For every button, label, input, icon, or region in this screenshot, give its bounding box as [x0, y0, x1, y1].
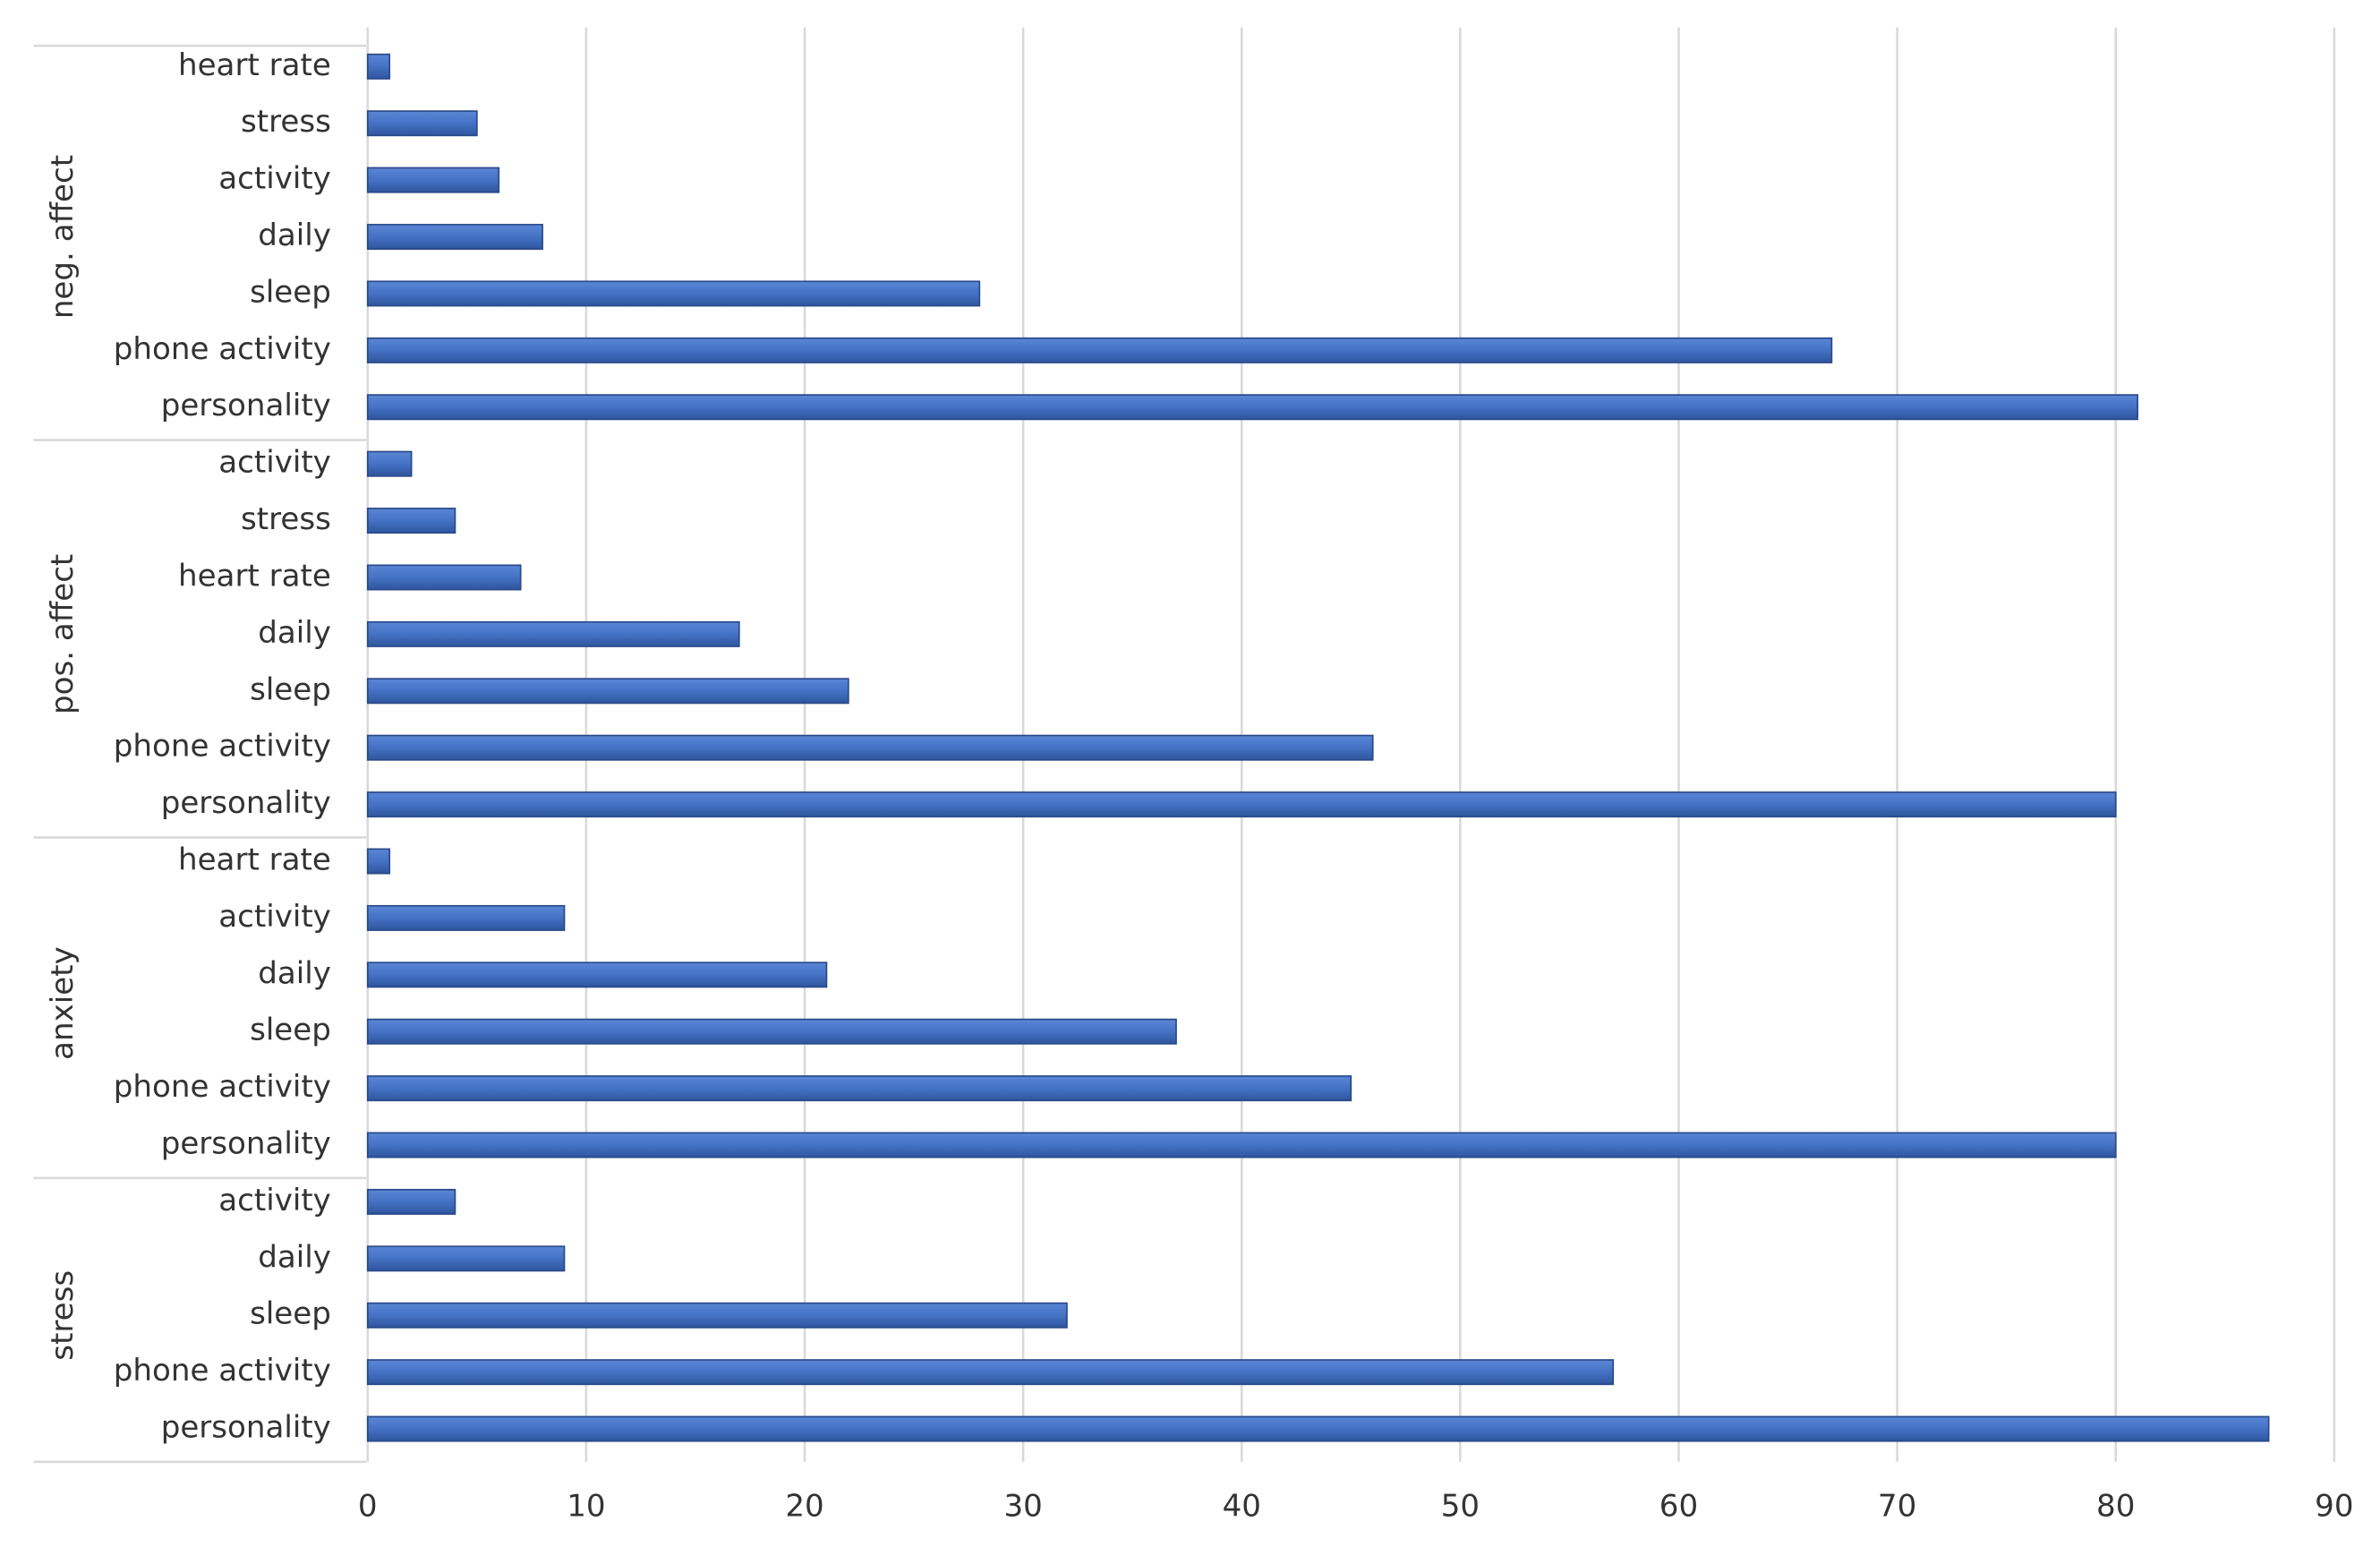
- bar: [366, 1302, 1068, 1329]
- category-label: stress: [241, 104, 331, 140]
- category-label: activity: [218, 161, 331, 197]
- bar: [366, 620, 740, 647]
- category-label: stress: [241, 501, 331, 537]
- bar: [366, 678, 849, 705]
- bar: [366, 394, 2139, 421]
- bar: [366, 1132, 2117, 1158]
- category-label: daily: [258, 955, 331, 991]
- bar: [366, 53, 391, 80]
- category-label: activity: [218, 899, 331, 935]
- bar: [366, 962, 828, 988]
- category-label: heart rate: [178, 842, 331, 878]
- category-label: personality: [161, 388, 331, 423]
- group-label: anxiety: [45, 946, 81, 1060]
- bar: [366, 508, 456, 534]
- bar: [366, 564, 522, 591]
- bar: [366, 110, 478, 137]
- category-label: daily: [258, 1239, 331, 1275]
- x-tick-label: 80: [2096, 1489, 2135, 1525]
- bar: [366, 1188, 456, 1215]
- category-label: sleep: [250, 1296, 331, 1332]
- x-tick-label: 10: [567, 1489, 605, 1525]
- group-label: neg. affect: [45, 155, 81, 319]
- category-label: personality: [161, 1410, 331, 1446]
- x-tick-label: 40: [1223, 1489, 1261, 1525]
- x-tick-label: 60: [1659, 1489, 1698, 1525]
- x-tick-label: 50: [1441, 1489, 1480, 1525]
- bar: [366, 791, 2117, 818]
- x-tick-label: 90: [2315, 1489, 2353, 1525]
- category-label: sleep: [250, 671, 331, 707]
- bar: [366, 1415, 2270, 1442]
- group-label: stress: [45, 1270, 81, 1361]
- x-tick-label: 30: [1003, 1489, 1042, 1525]
- category-label: heart rate: [178, 47, 331, 83]
- category-label: heart rate: [178, 558, 331, 594]
- category-label: phone activity: [114, 1353, 331, 1389]
- category-label: sleep: [250, 1013, 331, 1048]
- x-tick-label: 0: [358, 1489, 378, 1525]
- category-label: phone activity: [114, 331, 331, 367]
- bar: [366, 337, 1833, 363]
- bar: [366, 1075, 1352, 1102]
- category-label: personality: [161, 785, 331, 821]
- bar: [366, 450, 413, 477]
- bar: [366, 1018, 1177, 1045]
- bar: [366, 1359, 1615, 1386]
- category-label: phone activity: [114, 1069, 331, 1105]
- category-label: activity: [218, 1183, 331, 1218]
- x-tick-label: 70: [1878, 1489, 1916, 1525]
- category-label: daily: [258, 615, 331, 651]
- category-label: activity: [218, 445, 331, 481]
- x-tick-label: 20: [785, 1489, 823, 1525]
- bar: [366, 224, 543, 251]
- category-label: sleep: [250, 274, 331, 310]
- group-label: pos. affect: [45, 554, 81, 714]
- bar: [366, 1245, 566, 1272]
- bar: [366, 848, 391, 875]
- bar: [366, 734, 1374, 761]
- category-label: daily: [258, 218, 331, 253]
- bar: [366, 904, 566, 931]
- category-label: phone activity: [114, 729, 331, 765]
- category-label: personality: [161, 1126, 331, 1162]
- bar: [366, 280, 981, 307]
- bar: [366, 167, 500, 193]
